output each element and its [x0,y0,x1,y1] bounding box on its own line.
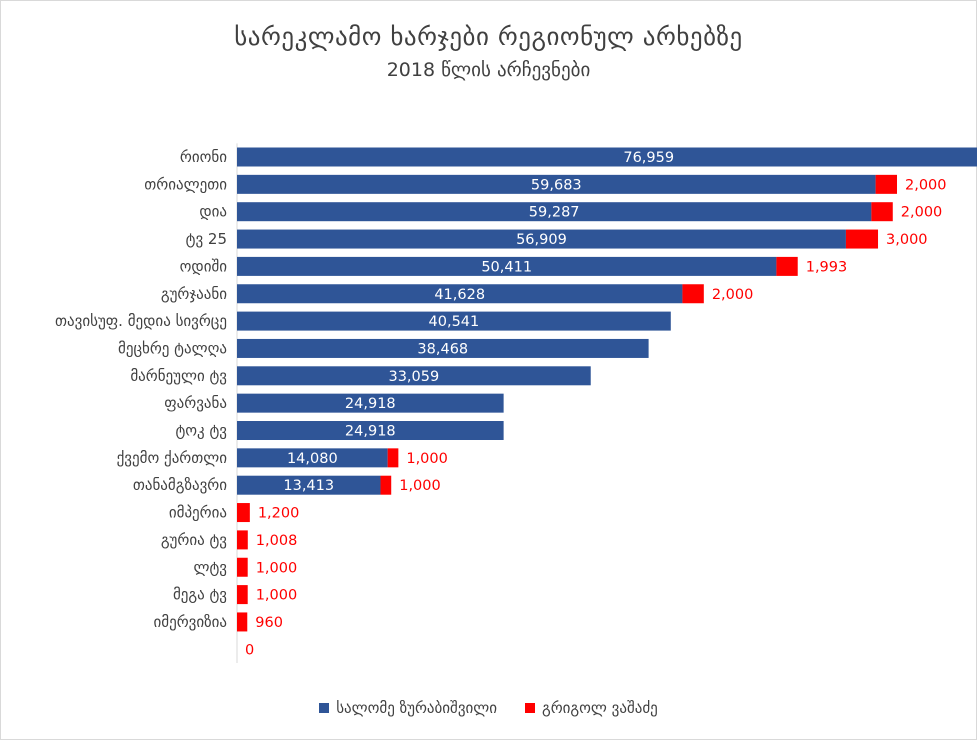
chart-title: სარეკლამო ხარჯები რეგიონულ არხებზე [234,22,743,51]
category-label: დია [199,203,227,221]
bar-series-2 [776,256,798,276]
bar-series-1 [237,174,876,194]
bar-series-1 [237,366,591,386]
data-label-series-1: 50,411 [481,259,532,275]
legend-label-series-2: გრიგოლ ვაშაძე [542,699,658,717]
category-label: მარნეული ტვ [130,367,227,385]
bar-series-2 [237,503,250,523]
category-label: ფარვანა [164,394,227,412]
legend-item-series-2: გრიგოლ ვაშაძე [525,699,658,717]
bar-series-1 [237,393,504,413]
category-label: თრიალეთი [144,175,227,193]
data-label-series-2: 3,000 [886,232,928,248]
data-label-series-2: 960 [255,615,283,631]
data-label-series-2: 1,000 [256,588,298,604]
bar-series-1 [237,338,649,358]
category-label: თავისუფ. მედია სივრცე [55,312,227,330]
bar-series-1 [237,475,381,495]
data-label-series-2: 0 [245,642,254,658]
data-label-series-1: 76,959 [623,150,674,166]
bar-series-1 [237,311,671,331]
legend-item-series-1: სალომე ზურაბიშვილი [319,699,497,717]
data-label-series-2: 2,000 [905,177,947,193]
data-label-series-1: 24,918 [345,396,396,412]
category-label: მეგა ტვ [173,586,227,604]
bar-series-1 [237,448,388,468]
data-label-series-1: 13,413 [283,478,334,494]
category-label: თანამგზავრი [133,476,227,494]
bar-series-2 [845,229,879,249]
bar-series-2 [682,284,704,304]
data-label-series-2: 1,000 [399,478,441,494]
data-label-series-1: 14,080 [287,451,338,467]
data-label-series-2: 2,000 [901,205,943,221]
category-label: რიონი [180,148,227,166]
data-label-series-2: 1,993 [806,259,848,275]
data-label-series-2: 1,000 [406,451,448,467]
bar-series-1 [237,421,504,440]
bar-series-2 [875,174,898,194]
data-label-series-2: 2,000 [712,287,754,303]
data-label-series-1: 24,918 [345,424,396,440]
bar-series-2 [871,202,893,222]
bar-series-2 [237,557,248,577]
category-label: ოდიში [180,257,228,275]
category-label: ტვ 25 [186,230,227,248]
category-label: გურია ტვ [161,531,227,549]
category-label: იმერვიზია [154,613,228,631]
data-label-series-1: 59,287 [529,205,580,221]
data-label-series-1: 59,683 [531,177,582,193]
data-label-series-2: 1,200 [258,506,300,522]
category-label: მეცხრე ტალღა [118,339,227,357]
category-label: გურჯაანი [161,285,227,303]
bar-series-2 [237,612,248,632]
legend-swatch-red [525,703,535,713]
data-label-series-2: 1,008 [256,533,298,549]
category-label: ტოკ ტვ [175,422,227,440]
chart-subtitle: 2018 წლის არჩევნები [386,59,591,81]
bar-series-1 [237,284,683,304]
data-label-series-1: 38,468 [417,341,468,357]
bar-series-1 [237,256,777,276]
bar-series-2 [237,530,248,550]
category-label: ლტვ [194,558,227,576]
data-label-series-1: 33,059 [388,369,439,385]
legend-swatch-blue [319,703,330,713]
bar-series-2 [387,448,399,468]
bar-series-1 [237,147,977,167]
legend: სალომე ზურაბიშვილი გრიგოლ ვაშაძე [0,699,977,717]
bar-series-1 [237,229,846,249]
bar-series-2 [237,585,248,605]
bar-series-1 [237,202,872,222]
data-label-series-2: 1,000 [256,560,298,576]
data-label-series-1: 40,541 [429,314,480,330]
category-label: ქვემო ქართლი [117,449,228,467]
legend-label-series-1: სალომე ზურაბიშვილი [336,699,497,717]
data-label-series-1: 56,909 [516,232,567,248]
category-label: იმპერია [169,504,227,522]
bar-series-2 [380,475,392,495]
data-label-series-1: 41,628 [434,287,485,303]
